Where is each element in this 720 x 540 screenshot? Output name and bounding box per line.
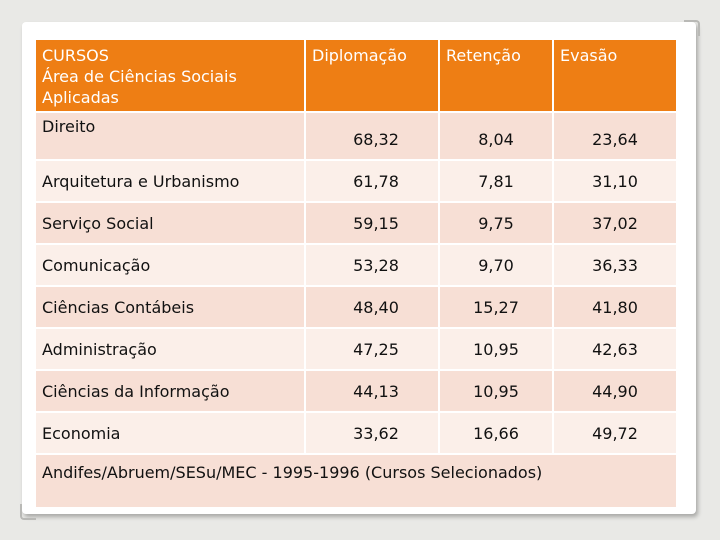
- diplomacao-value: 68,32: [304, 111, 440, 161]
- table-header-row: CURSOS Área de Ciências Sociais Aplicada…: [34, 38, 678, 113]
- header-courses-line: Área de Ciências Sociais: [42, 67, 237, 86]
- header-evasao: Evasão: [552, 38, 678, 113]
- diplomacao-value: 47,25: [304, 327, 440, 371]
- course-name: Direito: [34, 111, 306, 161]
- evasao-value: 41,80: [552, 285, 678, 329]
- diplomacao-value: 61,78: [304, 159, 440, 203]
- retencao-value: 10,95: [438, 327, 554, 371]
- source-row: Andifes/Abruem/SESu/MEC - 1995-1996 (Cur…: [34, 453, 678, 509]
- table-row: Direito 68,32 8,04 23,64: [34, 111, 678, 161]
- courses-table: CURSOS Área de Ciências Sociais Aplicada…: [34, 38, 678, 509]
- header-courses: CURSOS Área de Ciências Sociais Aplicada…: [34, 38, 306, 113]
- table-row: Arquitetura e Urbanismo 61,78 7,81 31,10: [34, 159, 678, 203]
- course-name: Ciências da Informação: [34, 369, 306, 413]
- table-row: Ciências Contábeis 48,40 15,27 41,80: [34, 285, 678, 329]
- slide-corner-decoration: [20, 504, 36, 520]
- diplomacao-value: 59,15: [304, 201, 440, 245]
- header-retencao: Retenção: [438, 38, 554, 113]
- slide-corner-decoration: [684, 20, 700, 36]
- source-note: Andifes/Abruem/SESu/MEC - 1995-1996 (Cur…: [34, 453, 678, 509]
- diplomacao-value: 44,13: [304, 369, 440, 413]
- evasao-value: 31,10: [552, 159, 678, 203]
- diplomacao-value: 48,40: [304, 285, 440, 329]
- evasao-value: 42,63: [552, 327, 678, 371]
- retencao-value: 8,04: [438, 111, 554, 161]
- retencao-value: 10,95: [438, 369, 554, 413]
- evasao-value: 37,02: [552, 201, 678, 245]
- evasao-value: 23,64: [552, 111, 678, 161]
- course-name: Serviço Social: [34, 201, 306, 245]
- header-diplomacao: Diplomação: [304, 38, 440, 113]
- table-row: Ciências da Informação 44,13 10,95 44,90: [34, 369, 678, 413]
- retencao-value: 15,27: [438, 285, 554, 329]
- retencao-value: 9,75: [438, 201, 554, 245]
- evasao-value: 44,90: [552, 369, 678, 413]
- evasao-value: 49,72: [552, 411, 678, 455]
- retencao-value: 16,66: [438, 411, 554, 455]
- evasao-value: 36,33: [552, 243, 678, 287]
- course-name: Comunicação: [34, 243, 306, 287]
- table-row: Comunicação 53,28 9,70 36,33: [34, 243, 678, 287]
- course-name: Ciências Contábeis: [34, 285, 306, 329]
- header-courses-line: CURSOS: [42, 46, 109, 65]
- header-courses-line: Aplicadas: [42, 88, 119, 107]
- course-name: Economia: [34, 411, 306, 455]
- table-row: Administração 47,25 10,95 42,63: [34, 327, 678, 371]
- course-name: Administração: [34, 327, 306, 371]
- diplomacao-value: 53,28: [304, 243, 440, 287]
- diplomacao-value: 33,62: [304, 411, 440, 455]
- retencao-value: 9,70: [438, 243, 554, 287]
- course-name: Arquitetura e Urbanismo: [34, 159, 306, 203]
- table-row: Serviço Social 59,15 9,75 37,02: [34, 201, 678, 245]
- retencao-value: 7,81: [438, 159, 554, 203]
- table-row: Economia 33,62 16,66 49,72: [34, 411, 678, 455]
